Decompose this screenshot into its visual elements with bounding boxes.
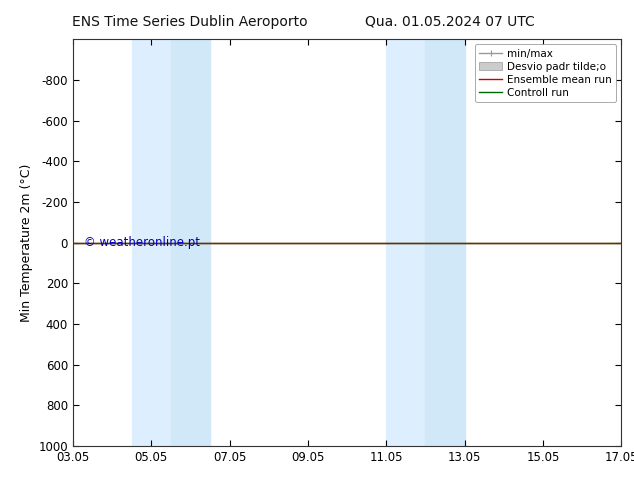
Bar [132, 39, 171, 446]
Y-axis label: Min Temperature 2m (°C): Min Temperature 2m (°C) [20, 163, 33, 322]
Text: Qua. 01.05.2024 07 UTC: Qua. 01.05.2024 07 UTC [365, 15, 535, 29]
Bar [425, 39, 465, 446]
Text: © weatheronline.pt: © weatheronline.pt [84, 236, 200, 249]
Legend: min/max, Desvio padr tilde;o, Ensemble mean run, Controll run: min/max, Desvio padr tilde;o, Ensemble m… [475, 45, 616, 102]
Bar [386, 39, 425, 446]
Text: ENS Time Series Dublin Aeroporto: ENS Time Series Dublin Aeroporto [72, 15, 308, 29]
Bar [171, 39, 210, 446]
